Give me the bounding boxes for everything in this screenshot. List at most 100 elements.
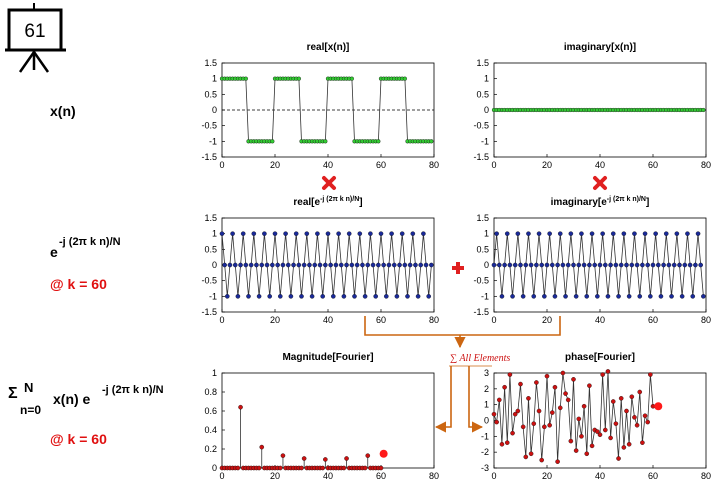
data-point: [344, 262, 349, 268]
data-point: [349, 262, 355, 268]
x-tick-label: 20: [542, 160, 552, 170]
data-point: [573, 294, 579, 299]
data-point: [637, 294, 643, 299]
data-point: [693, 262, 698, 268]
data-point: [402, 262, 408, 268]
data-point: [531, 294, 537, 299]
data-point: [640, 440, 645, 445]
data-point: [315, 231, 320, 236]
chart-magnitude-fourier: Magnitude[Fourier] 0 20 40 60 80 1 0.8 0.6 0.4 0.2…: [204, 352, 439, 481]
y-tick-label: 0: [212, 463, 217, 473]
data-point: [550, 410, 555, 415]
x-tick-label: 80: [701, 160, 711, 170]
data-point: [650, 262, 656, 268]
y-tick-label: 2: [484, 384, 489, 394]
label-k-first: @ k = 60: [50, 276, 107, 292]
data-point: [608, 262, 613, 268]
data-point: [626, 294, 632, 299]
data-point: [224, 294, 230, 299]
data-point: [262, 231, 267, 236]
x-tick-label: 0: [491, 471, 496, 481]
data-point: [536, 231, 542, 236]
data-point: [682, 262, 688, 268]
data-point: [256, 294, 262, 299]
data-point: [494, 419, 499, 425]
data-point: [616, 294, 621, 299]
chart-title-close: ]: [359, 197, 362, 208]
presentation-board-icon: 61: [5, 3, 66, 73]
x-tick-label: 40: [323, 315, 333, 325]
data-point: [512, 411, 518, 417]
data-point: [248, 262, 254, 268]
chart-imaginary-xn: imaginary[x(n)] 0 20 40 60 80 1.5 1 0.5 0 -0.5 -1 -1…: [473, 42, 711, 170]
data-point: [370, 262, 376, 268]
data-point: [666, 262, 672, 268]
data-point: [499, 294, 505, 299]
data-point: [301, 262, 307, 268]
x-tick-label: 20: [542, 471, 552, 481]
data-point: [671, 262, 677, 268]
data-point: [251, 231, 257, 236]
x-tick-label: 60: [648, 160, 658, 170]
y-tick-label: 1: [212, 229, 217, 239]
y-tick-label: -0.5: [201, 276, 217, 286]
data-point: [227, 262, 233, 268]
data-point: [618, 262, 624, 268]
data-point: [605, 294, 611, 299]
y-tick-label: 0.8: [204, 387, 217, 397]
data-point: [325, 231, 331, 236]
data-point: [504, 440, 510, 445]
data-point: [677, 262, 682, 268]
data-point: [634, 262, 640, 268]
y-tick-label: 0.4: [204, 425, 217, 435]
x-tick-label: 80: [429, 160, 439, 170]
data-point: [423, 262, 429, 268]
x-tick-label: 40: [323, 471, 333, 481]
highlight-point: [379, 449, 388, 458]
data-point: [376, 139, 381, 144]
data-point: [389, 231, 394, 236]
plus-icon: [452, 262, 464, 274]
y-tick-label: -1.5: [201, 307, 217, 317]
label-dft-sum: Σ N n=0 x(n) e -j (2π k n)/N: [8, 380, 164, 417]
data-point: [317, 262, 323, 268]
data-point: [365, 453, 371, 458]
data-point: [320, 465, 326, 471]
y-tick-label: -1.5: [201, 152, 217, 162]
data-point: [296, 262, 302, 268]
data-point: [526, 396, 531, 401]
data-point: [560, 370, 566, 376]
data-point: [528, 451, 534, 457]
data-point: [336, 231, 341, 236]
data-point: [542, 424, 547, 430]
board-number: 61: [24, 21, 45, 42]
data-point: [330, 294, 336, 299]
chart-title-main: imaginary[e: [551, 197, 608, 208]
y-tick-label: -1: [209, 136, 217, 146]
data-point: [584, 294, 590, 299]
flow-arrows: [364, 316, 561, 433]
data-point: [557, 231, 563, 236]
data-point: [648, 372, 653, 377]
data-point: [426, 294, 432, 299]
data-point: [344, 456, 349, 461]
data-point: [293, 231, 299, 236]
data-point: [698, 262, 704, 268]
chart-title-close: ]: [646, 197, 649, 208]
y-tick-label: -1: [209, 291, 217, 301]
data-point: [352, 294, 357, 299]
data-point: [323, 457, 328, 462]
data-point: [690, 294, 696, 299]
y-tick-label: -0.5: [201, 121, 217, 131]
data-point: [595, 429, 600, 434]
data-point: [267, 294, 273, 299]
data-point: [568, 438, 574, 444]
highlight-point: [654, 402, 663, 411]
series-line: [493, 233, 704, 297]
data-point: [610, 231, 616, 236]
x-tick-label: 20: [270, 471, 280, 481]
data-point: [658, 294, 664, 299]
data-point: [386, 262, 392, 268]
data-point: [338, 262, 344, 268]
data-point: [415, 294, 421, 299]
